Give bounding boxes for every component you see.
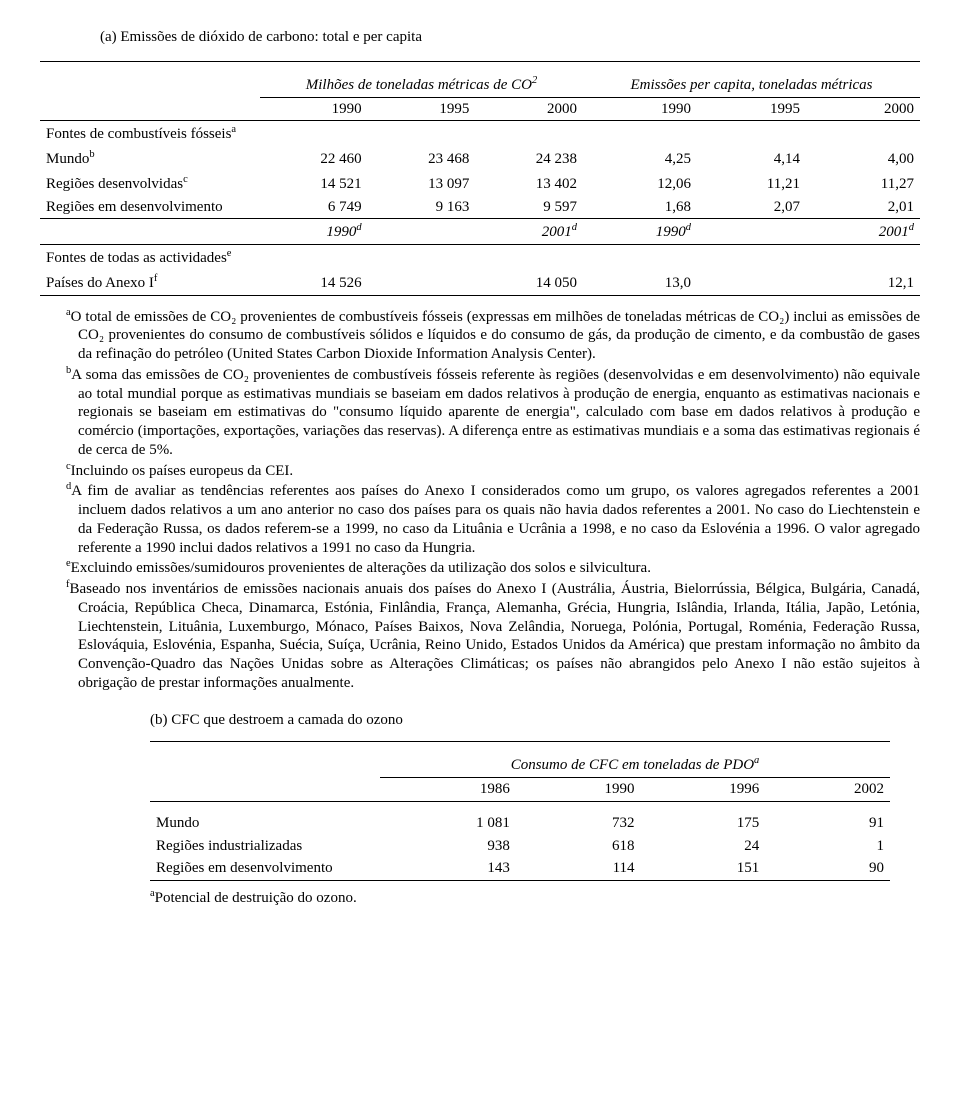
group-header-b: Consumo de CFC em toneladas de PDOa <box>380 752 890 777</box>
sub-year: 2001d <box>475 219 583 245</box>
section-a-title: (a) Emissões de dióxido de carbono: tota… <box>100 28 920 47</box>
table-row: Mundo 1 081 732 175 91 <box>150 812 890 835</box>
year-col: 2002 <box>765 778 890 802</box>
group-header-1: Milhões de toneladas métricas de CO2 <box>260 72 583 97</box>
footnotes-a: aO total de emissões de CO₂ provenientes… <box>40 306 920 693</box>
table-row: Regiões desenvolvidasc 14 521 13 097 13 … <box>40 171 920 196</box>
sub-year: 1990d <box>583 219 697 245</box>
year-col: 1990 <box>260 97 368 121</box>
table-row: Fontes de todas as actividadese <box>40 245 920 270</box>
table-b: Consumo de CFC em toneladas de PDOa 1986… <box>150 741 890 881</box>
table-row: Regiões em desenvolvimento 6 749 9 163 9… <box>40 196 920 219</box>
table-row: Mundob 22 460 23 468 24 238 4,25 4,14 4,… <box>40 146 920 171</box>
year-col: 1990 <box>583 97 697 121</box>
table-row: Regiões industrializadas 938 618 24 1 <box>150 835 890 858</box>
table-a: Milhões de toneladas métricas de CO2 Emi… <box>40 61 920 296</box>
year-col: 1995 <box>368 97 476 121</box>
table-row: Regiões em desenvolvimento 143 114 151 9… <box>150 857 890 880</box>
year-col: 1986 <box>380 778 516 802</box>
year-col: 1990 <box>516 778 641 802</box>
year-col: 1995 <box>697 97 806 121</box>
table-row: Países do Anexo If 14 526 14 050 13,0 12… <box>40 270 920 295</box>
table-row: Fontes de combustíveis fósseisa <box>40 121 920 146</box>
sub-year: 2001d <box>806 219 920 245</box>
footnote-b: aPotencial de destruição do ozono. <box>150 887 920 908</box>
section-b-title: (b) CFC que destroem a camada do ozono <box>150 711 920 730</box>
group-header-2: Emissões per capita, toneladas métricas <box>583 72 920 97</box>
year-col: 2000 <box>806 97 920 121</box>
year-col: 2000 <box>475 97 583 121</box>
year-col: 1996 <box>641 778 766 802</box>
sub-year: 1990d <box>260 219 368 245</box>
